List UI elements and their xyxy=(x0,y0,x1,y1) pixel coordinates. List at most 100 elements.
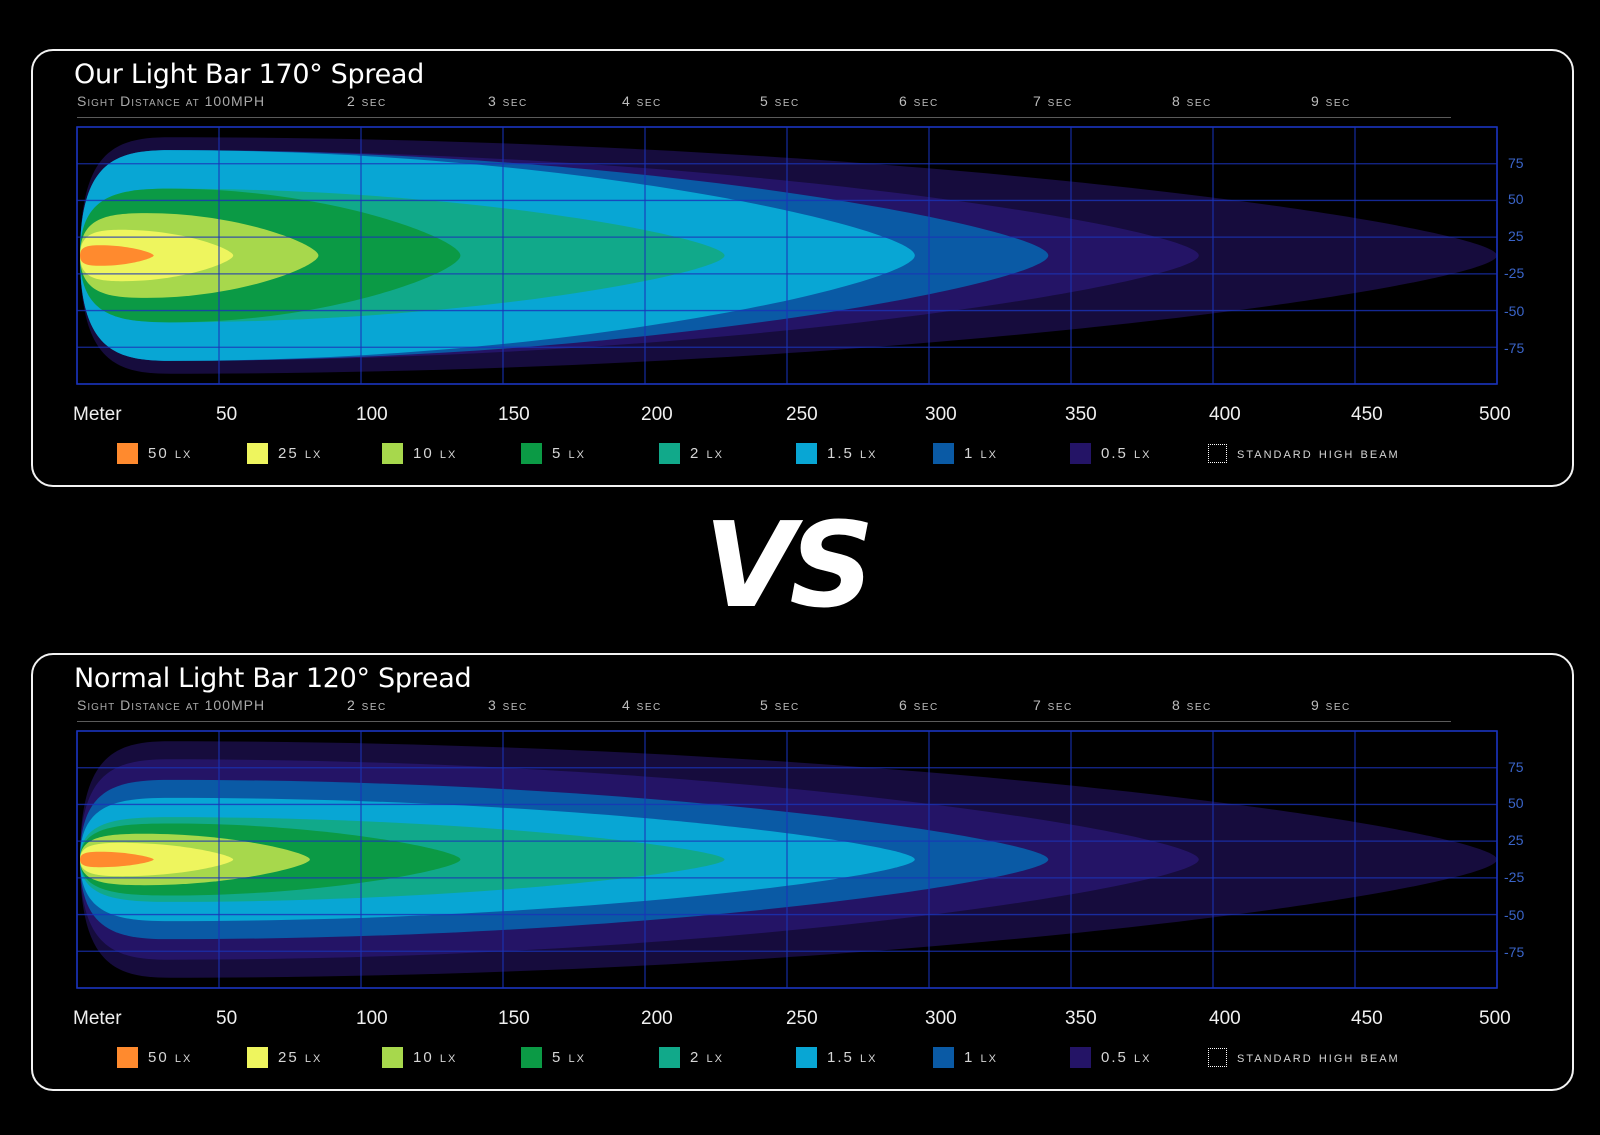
legend-label: 5 lx xyxy=(552,444,586,462)
legend-item-standard-high-beam: standard high beam xyxy=(1208,441,1400,465)
legend-label: 0.5 lx xyxy=(1101,1048,1152,1066)
legend-item-5lx: 5 lx xyxy=(521,1045,586,1069)
y-tick: -75 xyxy=(1504,340,1525,356)
legend-label: 1.5 lx xyxy=(827,444,878,462)
legend-swatch xyxy=(1070,442,1091,464)
sec-label: 2 sec xyxy=(347,93,387,109)
y-tick: -50 xyxy=(1504,303,1525,319)
legend-swatch xyxy=(247,1046,268,1068)
legend-item-1lx: 1 lx xyxy=(933,1045,998,1069)
sec-label: 5 sec xyxy=(760,697,800,713)
legend-swatch xyxy=(659,1046,680,1068)
y-tick: -25 xyxy=(1504,265,1525,281)
legend-swatch xyxy=(1208,443,1227,463)
legend-item-50lx: 50 lx xyxy=(117,1045,192,1069)
sec-label: 4 sec xyxy=(622,697,662,713)
sight-distance-label: Sight Distance at 100MPH xyxy=(77,93,266,109)
x-axis-label: Meter xyxy=(73,1008,122,1029)
sec-label: 7 sec xyxy=(1033,93,1073,109)
chart-title: Our Light Bar 170° Spread xyxy=(74,59,424,90)
legend-label: 2 lx xyxy=(690,444,724,462)
legend-label: 50 lx xyxy=(148,444,193,462)
sec-label: 8 sec xyxy=(1172,697,1212,713)
legend-item-2lx: 2 lx xyxy=(659,1045,724,1069)
x-tick: 50 xyxy=(216,404,238,425)
y-tick: 25 xyxy=(1508,832,1524,848)
sec-label: 5 sec xyxy=(760,93,800,109)
legend-label: 1.5 lx xyxy=(827,1048,878,1066)
legend-label: 10 lx xyxy=(413,1048,458,1066)
legend-swatch xyxy=(382,1046,403,1068)
legend-label: 25 lx xyxy=(278,444,323,462)
legend-label: 1 lx xyxy=(964,444,998,462)
sec-label: 8 sec xyxy=(1172,93,1212,109)
legend-swatch xyxy=(117,442,138,464)
legend-label: 0.5 lx xyxy=(1101,444,1152,462)
legend-swatch xyxy=(247,442,268,464)
legend-item-2lx: 2 lx xyxy=(659,441,724,465)
sec-label: 6 sec xyxy=(899,93,939,109)
sec-label: 6 sec xyxy=(899,697,939,713)
legend-swatch xyxy=(521,1046,542,1068)
plot-frame xyxy=(76,730,1498,989)
x-tick: 250 xyxy=(786,404,818,425)
y-tick: -25 xyxy=(1504,869,1525,885)
x-axis-label: Meter xyxy=(73,404,122,425)
x-tick: 100 xyxy=(356,404,388,425)
x-tick: 150 xyxy=(498,1008,530,1029)
y-tick: 75 xyxy=(1508,155,1524,171)
legend-item-standard-high-beam: standard high beam xyxy=(1208,1045,1400,1069)
y-tick: 75 xyxy=(1508,759,1524,775)
legend-item-10lx: 10 lx xyxy=(382,1045,457,1069)
x-tick: 200 xyxy=(641,1008,673,1029)
contour-50lx xyxy=(80,245,154,266)
beam-plot xyxy=(76,126,1498,385)
vs-graphic: VS xyxy=(704,508,874,620)
sec-label: 3 sec xyxy=(488,697,528,713)
y-tick: 25 xyxy=(1508,228,1524,244)
legend-swatch xyxy=(1070,1046,1091,1068)
x-tick: 250 xyxy=(786,1008,818,1029)
x-tick: 500 xyxy=(1479,1008,1511,1029)
contour-25lx xyxy=(80,229,234,282)
sec-rule xyxy=(77,117,1451,118)
chart-panel-bottom: Normal Light Bar 120° Spread Sight Dista… xyxy=(31,653,1574,1091)
legend-label: standard high beam xyxy=(1237,444,1400,462)
legend-item-10lx: 10 lx xyxy=(382,441,457,465)
sec-label: 4 sec xyxy=(622,93,662,109)
y-tick: -50 xyxy=(1504,907,1525,923)
y-tick: -75 xyxy=(1504,944,1525,960)
sec-rule xyxy=(77,721,1451,722)
legend-swatch xyxy=(933,1046,954,1068)
sec-label: 2 sec xyxy=(347,697,387,713)
sec-label: 9 sec xyxy=(1311,697,1351,713)
legend-swatch xyxy=(659,442,680,464)
x-tick: 500 xyxy=(1479,404,1511,425)
x-tick: 350 xyxy=(1065,1008,1097,1029)
x-tick: 100 xyxy=(356,1008,388,1029)
sec-label: 9 sec xyxy=(1311,93,1351,109)
legend-swatch xyxy=(796,1046,817,1068)
legend-swatch xyxy=(1208,1047,1227,1067)
x-tick: 450 xyxy=(1351,1008,1383,1029)
contour-50lx xyxy=(80,851,154,868)
x-tick: 200 xyxy=(641,404,673,425)
legend-item-1-5lx: 1.5 lx xyxy=(796,441,877,465)
y-tick: 50 xyxy=(1508,795,1524,811)
legend-item-50lx: 50 lx xyxy=(117,441,192,465)
legend-item-25lx: 25 lx xyxy=(247,441,322,465)
contour-25lx xyxy=(80,842,234,877)
legend-item-1lx: 1 lx xyxy=(933,441,998,465)
legend-label: 25 lx xyxy=(278,1048,323,1066)
legend-label: 10 lx xyxy=(413,444,458,462)
beam-plot xyxy=(76,730,1498,989)
x-tick: 400 xyxy=(1209,1008,1241,1029)
chart-title: Normal Light Bar 120° Spread xyxy=(74,663,472,694)
sec-label: 3 sec xyxy=(488,93,528,109)
legend-item-25lx: 25 lx xyxy=(247,1045,322,1069)
legend-item-1-5lx: 1.5 lx xyxy=(796,1045,877,1069)
x-tick: 50 xyxy=(216,1008,238,1029)
y-tick: 50 xyxy=(1508,191,1524,207)
chart-panel-top: Our Light Bar 170° Spread Sight Distance… xyxy=(31,49,1574,487)
legend-label: 50 lx xyxy=(148,1048,193,1066)
